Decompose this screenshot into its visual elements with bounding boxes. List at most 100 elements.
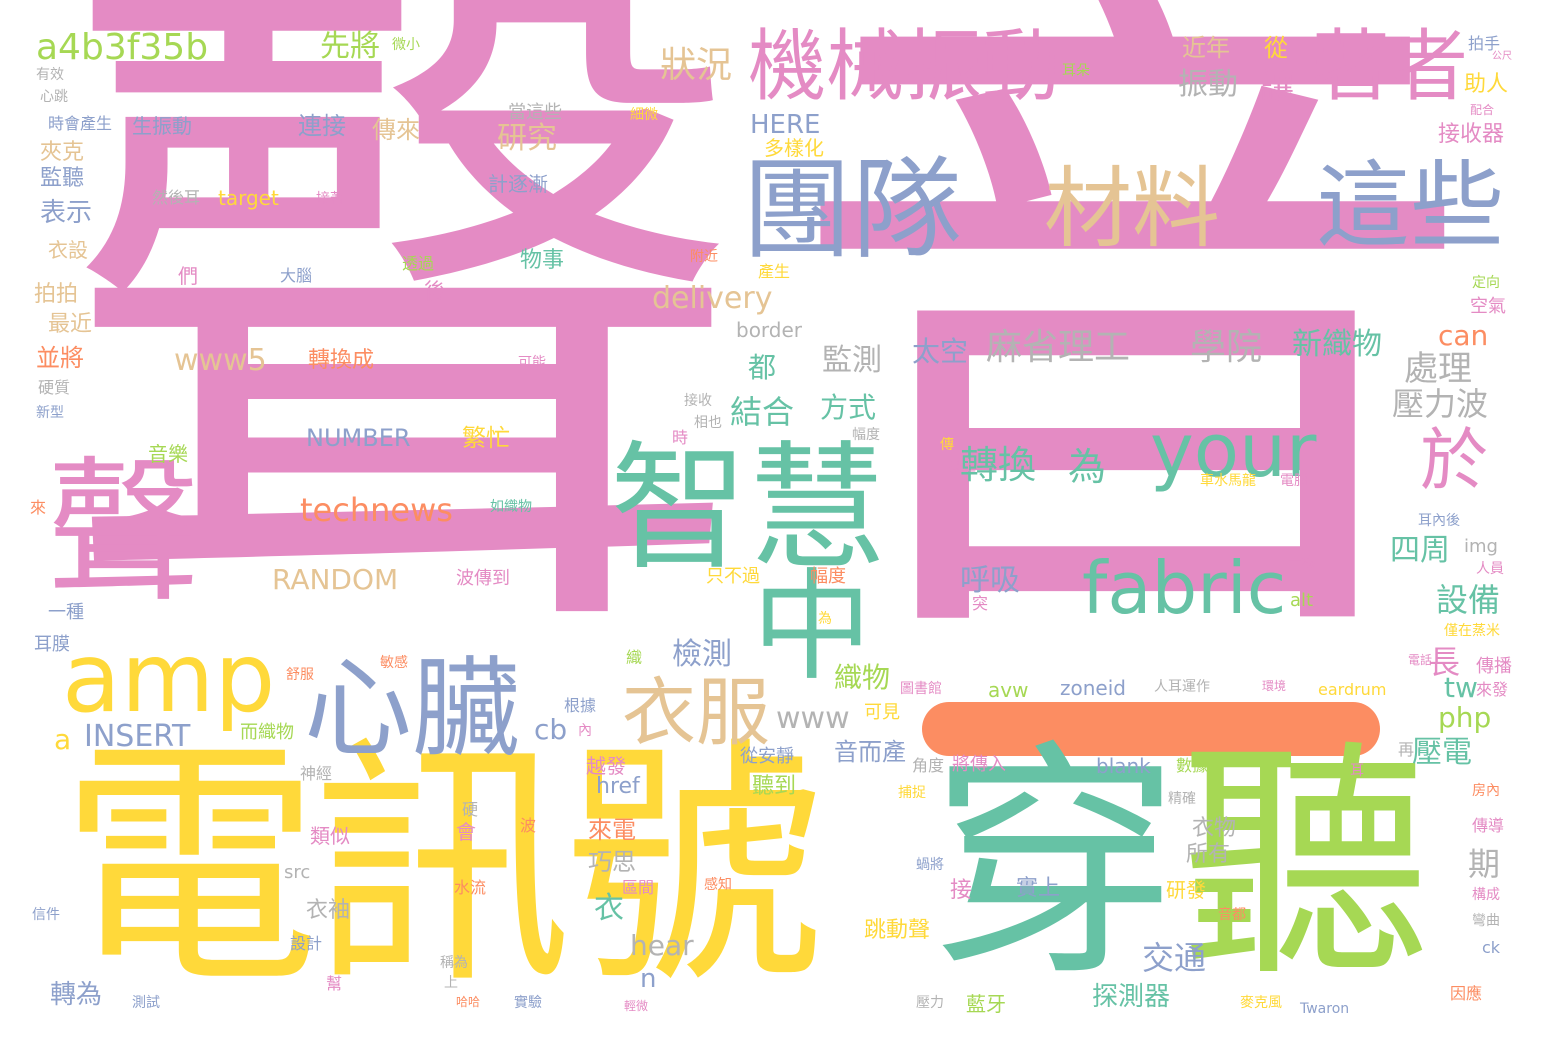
word: 跳動聲 — [864, 918, 931, 943]
word: your — [1150, 408, 1317, 494]
word: 公尺 — [1492, 51, 1512, 62]
word: 配合 — [1470, 103, 1495, 117]
word: 監測 — [822, 343, 882, 378]
word: 類似 — [310, 824, 350, 848]
word: 拍手 — [1468, 34, 1501, 53]
word: 透過 — [402, 254, 435, 273]
word: cb — [534, 713, 568, 746]
word: 一樣 — [1288, 555, 1316, 571]
word: 交通 — [1142, 939, 1207, 977]
word: 音樂 — [148, 442, 188, 466]
word: 處理 — [1404, 349, 1472, 389]
word: 最近 — [48, 312, 93, 337]
word: a — [54, 723, 72, 756]
word: 實驗 — [514, 995, 542, 1011]
word: src — [284, 862, 311, 883]
word: 衣服 — [622, 670, 770, 756]
word: 新型 — [36, 405, 64, 421]
word: tw — [1444, 671, 1478, 704]
word: 織 — [626, 648, 643, 667]
word: 呼吸 — [960, 563, 1020, 598]
word: 附近 — [690, 249, 718, 265]
word: 聲 — [52, 0, 752, 719]
word: avw — [988, 678, 1029, 702]
word: 微小 — [392, 37, 420, 53]
word: 方式 — [820, 391, 877, 424]
word: 振動 — [1178, 67, 1238, 102]
word: amp — [62, 622, 276, 734]
word: 車水馬龍 — [1200, 473, 1256, 489]
word: 耳膜 — [34, 634, 70, 655]
word: 音而產 — [834, 738, 906, 766]
word: INSERT — [84, 719, 191, 754]
word: 中 — [752, 558, 872, 697]
word: 捕捉 — [898, 785, 926, 801]
word: 接收 — [684, 393, 712, 409]
word: 轉為 — [50, 980, 103, 1010]
word: 學院 — [1190, 327, 1263, 368]
word: 然後耳 — [152, 188, 201, 207]
word: 硬質 — [38, 378, 71, 397]
word: alt — [1290, 590, 1314, 611]
word: 傳來 — [372, 116, 420, 144]
word: 四周 — [1390, 533, 1450, 568]
word: 讓 — [1260, 67, 1294, 107]
word: 近年 — [1182, 34, 1230, 62]
word: 探測器 — [1092, 982, 1171, 1012]
orange-dash-mark — [922, 702, 1380, 756]
word: 耳朵 — [1062, 63, 1090, 79]
word: 計逐漸 — [488, 172, 548, 196]
word: fabric — [1082, 546, 1287, 630]
word: 麻省理工 — [986, 327, 1131, 368]
word: 研究 — [497, 121, 557, 156]
word: 傳導 — [1472, 816, 1505, 835]
word: NUMBER — [306, 424, 411, 452]
word: 結合 — [730, 393, 795, 431]
word: 感知 — [704, 877, 732, 893]
word: 有效 — [36, 67, 64, 83]
word: 團隊 — [742, 146, 962, 274]
word: 接收器 — [1438, 122, 1505, 147]
word: 波 — [520, 816, 537, 835]
word: 幫 — [326, 974, 343, 993]
word: 於 — [1420, 422, 1489, 501]
word: 幅度 — [810, 566, 846, 587]
word: 因應 — [1450, 984, 1483, 1003]
word: 身上 — [948, 459, 976, 475]
word: 麥克風 — [1240, 995, 1282, 1011]
word: 耳 — [1350, 763, 1364, 779]
word: 舒服 — [286, 667, 314, 683]
word: 來 — [30, 498, 47, 517]
word: 數據 — [1176, 756, 1209, 775]
word: 空氣 — [1470, 296, 1506, 317]
word: 織物 — [834, 661, 891, 694]
word: 並將 — [36, 344, 84, 372]
word: 藍牙 — [966, 992, 1006, 1016]
word: 衣袖 — [306, 898, 351, 923]
word: 波傳到 — [456, 568, 510, 589]
word: 壓力波 — [1392, 385, 1489, 423]
word: 設計 — [290, 934, 323, 953]
word: 神經 — [300, 764, 333, 783]
word: 稱為 — [440, 955, 468, 971]
word: 信件 — [32, 907, 60, 923]
word: 聽 — [1180, 719, 1430, 1010]
word: 硬 — [462, 800, 479, 819]
word: 而織物 — [240, 722, 294, 743]
word: 巧思 — [588, 848, 636, 876]
word: ck — [1482, 938, 1501, 957]
word: 時 — [672, 428, 689, 447]
word: 拍拍 — [34, 282, 79, 307]
word: 相也 — [694, 415, 722, 431]
word: 新織物 — [1292, 327, 1382, 362]
word: 這些 — [1316, 152, 1505, 261]
word: RANDOM — [272, 563, 399, 596]
word: 轉換成 — [308, 348, 375, 373]
word: hear — [630, 929, 694, 962]
word: 衣設 — [48, 238, 88, 262]
word: eardrum — [1318, 680, 1387, 699]
word: 傳播 — [1476, 656, 1512, 677]
word: 長 — [1428, 643, 1461, 681]
word: 定向 — [1472, 275, 1500, 291]
word: 內 — [578, 723, 592, 739]
